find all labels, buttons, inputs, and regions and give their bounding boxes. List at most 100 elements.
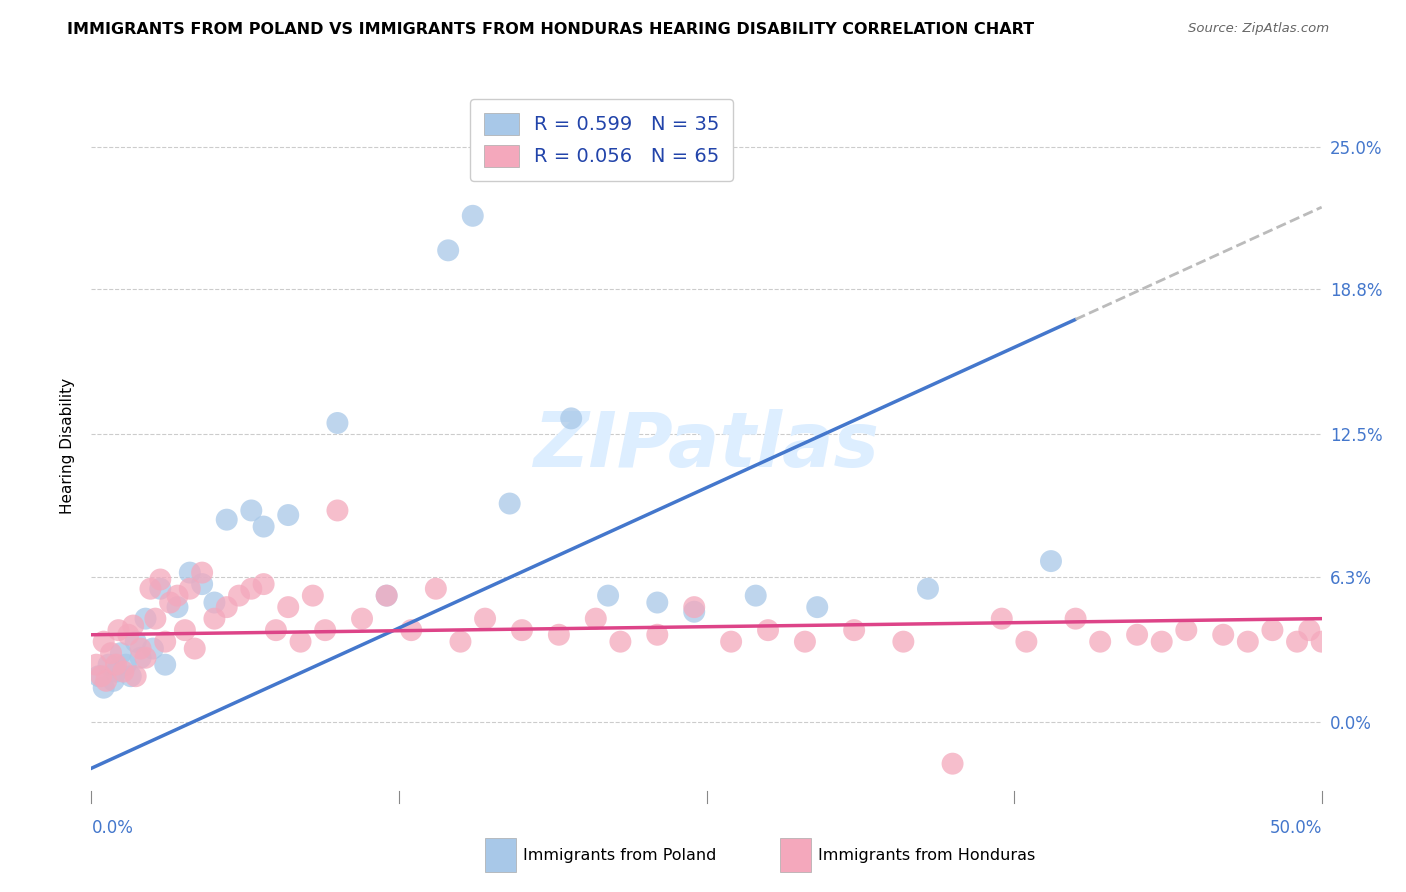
Y-axis label: Hearing Disability: Hearing Disability: [59, 378, 75, 514]
Point: [166, 589, 188, 603]
Point: [240, 503, 263, 517]
Point: [745, 589, 768, 603]
Point: [1175, 623, 1198, 637]
Point: [290, 634, 312, 648]
Point: [112, 665, 135, 679]
Point: [166, 600, 188, 615]
Point: [437, 244, 460, 258]
Point: [1310, 634, 1333, 648]
Point: [253, 577, 276, 591]
Point: [756, 623, 779, 637]
Point: [103, 673, 125, 688]
Point: [510, 623, 533, 637]
Point: [228, 589, 250, 603]
Text: Source: ZipAtlas.com: Source: ZipAtlas.com: [1188, 22, 1329, 36]
Point: [202, 595, 225, 609]
Point: [1212, 628, 1234, 642]
Point: [1261, 623, 1284, 637]
Point: [326, 416, 349, 430]
Point: [153, 657, 177, 672]
Point: [107, 623, 129, 637]
Point: [585, 612, 607, 626]
Point: [124, 669, 148, 683]
Point: [149, 573, 172, 587]
Point: [135, 612, 157, 626]
Point: [90, 669, 112, 683]
Point: [990, 612, 1012, 626]
Point: [117, 628, 139, 642]
Point: [202, 612, 225, 626]
Point: [645, 628, 669, 642]
Point: [425, 582, 447, 596]
Point: [461, 209, 484, 223]
Legend: R = 0.599   N = 35, R = 0.056   N = 65: R = 0.599 N = 35, R = 0.056 N = 65: [470, 99, 734, 181]
Point: [891, 634, 914, 648]
Point: [191, 577, 214, 591]
Point: [129, 641, 152, 656]
Point: [1150, 634, 1173, 648]
Point: [1126, 628, 1149, 642]
Point: [1064, 612, 1087, 626]
Point: [264, 623, 287, 637]
Point: [240, 582, 263, 596]
Point: [1015, 634, 1038, 648]
Point: [326, 503, 349, 517]
Point: [122, 618, 145, 632]
Point: [375, 589, 398, 603]
Point: [314, 623, 336, 637]
Point: [96, 673, 117, 688]
Point: [135, 650, 157, 665]
Text: IMMIGRANTS FROM POLAND VS IMMIGRANTS FROM HONDURAS HEARING DISABILITY CORRELATIO: IMMIGRANTS FROM POLAND VS IMMIGRANTS FRO…: [67, 22, 1035, 37]
Point: [596, 589, 619, 603]
Point: [301, 589, 323, 603]
Point: [548, 628, 571, 642]
Point: [352, 612, 374, 626]
Text: Immigrants from Honduras: Immigrants from Honduras: [818, 848, 1036, 863]
Point: [86, 657, 108, 672]
Point: [941, 756, 963, 771]
Point: [1237, 634, 1260, 648]
Point: [100, 646, 122, 660]
Point: [842, 623, 865, 637]
Point: [110, 646, 132, 660]
Point: [917, 582, 939, 596]
Point: [1088, 634, 1111, 648]
Point: [114, 657, 138, 672]
Point: [149, 582, 172, 596]
Text: 0.0%: 0.0%: [91, 819, 134, 837]
Point: [793, 634, 815, 648]
Point: [1039, 554, 1063, 568]
Point: [105, 657, 127, 672]
Point: [474, 612, 496, 626]
Point: [179, 566, 201, 580]
Point: [215, 513, 238, 527]
Point: [683, 605, 706, 619]
Text: Immigrants from Poland: Immigrants from Poland: [523, 848, 717, 863]
Point: [215, 600, 238, 615]
Text: 50.0%: 50.0%: [1270, 819, 1322, 837]
Point: [806, 600, 828, 615]
Point: [183, 641, 207, 656]
Point: [153, 634, 177, 648]
Point: [191, 566, 214, 580]
Point: [174, 623, 197, 637]
Point: [120, 669, 142, 683]
Text: ZIPatlas: ZIPatlas: [533, 409, 880, 483]
Point: [720, 634, 742, 648]
Point: [93, 634, 115, 648]
Point: [1285, 634, 1308, 648]
Point: [375, 589, 398, 603]
Point: [142, 641, 165, 656]
Point: [139, 582, 162, 596]
Point: [87, 669, 110, 683]
Point: [399, 623, 422, 637]
Point: [105, 665, 127, 679]
Point: [97, 657, 120, 672]
Point: [609, 634, 631, 648]
Point: [449, 634, 471, 648]
Point: [498, 497, 520, 511]
Point: [1298, 623, 1320, 637]
Point: [253, 519, 276, 533]
Point: [179, 582, 201, 596]
Point: [145, 612, 166, 626]
